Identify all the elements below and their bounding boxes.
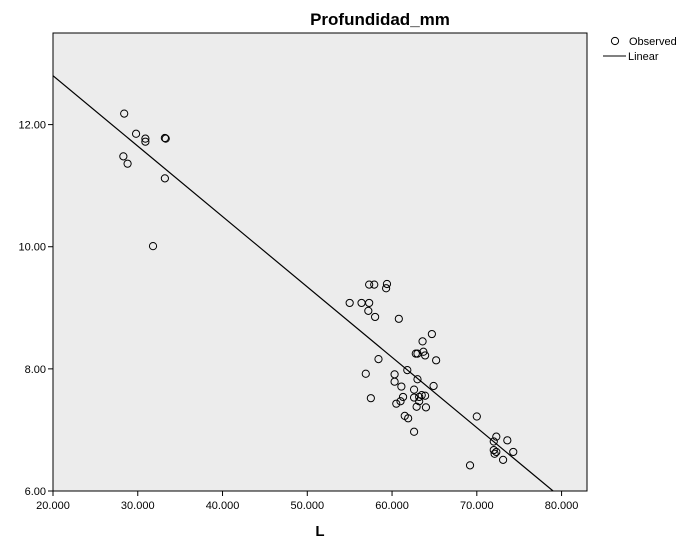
data-point — [472, 412, 481, 421]
data-point — [412, 402, 421, 411]
data-point — [160, 133, 169, 143]
plot-area — [52, 32, 588, 492]
legend-linear-label: Linear — [628, 51, 659, 63]
x-tick-label: 20.000 — [36, 500, 70, 512]
x-tick-label: 60.000 — [375, 500, 409, 512]
data-point — [392, 399, 401, 408]
data-point — [429, 381, 438, 391]
data-point — [403, 365, 412, 375]
y-tick-label: 10.00 — [18, 242, 46, 254]
series-layer — [53, 75, 554, 491]
chart-title: Profundidad_mm — [310, 10, 450, 29]
data-point — [131, 129, 141, 138]
data-point — [366, 394, 375, 403]
data-point — [421, 351, 430, 360]
x-tick-label: 70.000 — [460, 500, 494, 512]
data-point — [364, 306, 373, 315]
data-point — [394, 314, 403, 323]
y-axis: 6.00 8.00 10.00 12.00 — [18, 120, 53, 498]
data-point — [161, 134, 170, 143]
x-tick-label: 30.000 — [121, 500, 155, 512]
data-point — [374, 354, 383, 364]
data-point — [409, 427, 419, 436]
data-point — [413, 375, 422, 384]
data-point — [413, 349, 422, 358]
data-point — [489, 445, 498, 455]
x-axis-label: L — [315, 523, 324, 540]
data-point — [141, 137, 150, 146]
data-point — [489, 437, 498, 446]
data-point — [415, 397, 424, 406]
regression-line — [53, 75, 554, 491]
data-point — [365, 280, 374, 289]
data-point — [418, 337, 427, 346]
data-point — [404, 414, 413, 423]
data-point — [398, 392, 408, 402]
y-tick-label: 8.00 — [25, 364, 46, 376]
data-point — [492, 447, 501, 457]
legend-observed-label: Observed — [629, 36, 677, 48]
data-point — [421, 391, 430, 400]
data-point — [382, 284, 391, 293]
data-point — [119, 152, 128, 161]
data-point — [390, 377, 399, 386]
y-tick-label: 6.00 — [25, 486, 46, 498]
data-point — [365, 298, 374, 308]
x-tick-label: 40.000 — [206, 500, 240, 512]
x-tick-label: 50.000 — [290, 500, 324, 512]
x-tick-label: 80.000 — [545, 500, 579, 512]
data-point — [490, 449, 499, 458]
legend-observed-marker — [610, 36, 620, 46]
data-point — [419, 347, 428, 356]
x-axis: 20.000 30.000 40.000 50.000 60.000 70.000 80.0… — [36, 491, 578, 512]
data-point — [465, 461, 475, 470]
data-point — [409, 385, 419, 394]
data-point — [160, 174, 169, 183]
data-point — [120, 109, 129, 118]
data-point — [148, 242, 158, 251]
data-point — [370, 280, 379, 289]
data-point — [415, 392, 424, 402]
data-point — [492, 432, 501, 441]
data-point — [396, 397, 405, 406]
data-point — [361, 369, 370, 378]
data-point — [421, 403, 431, 412]
data-point — [123, 159, 132, 168]
data-point — [141, 134, 150, 143]
data-point — [498, 455, 508, 464]
data-point — [427, 329, 436, 339]
data-point — [397, 382, 406, 391]
y-tick-label: 12.00 — [18, 120, 46, 132]
data-point — [509, 447, 518, 457]
legend: Observed Linear — [603, 36, 677, 63]
data-point — [370, 312, 380, 322]
data-point — [503, 436, 512, 445]
data-point — [432, 356, 441, 365]
data-point — [345, 298, 354, 308]
data-point — [382, 279, 392, 289]
